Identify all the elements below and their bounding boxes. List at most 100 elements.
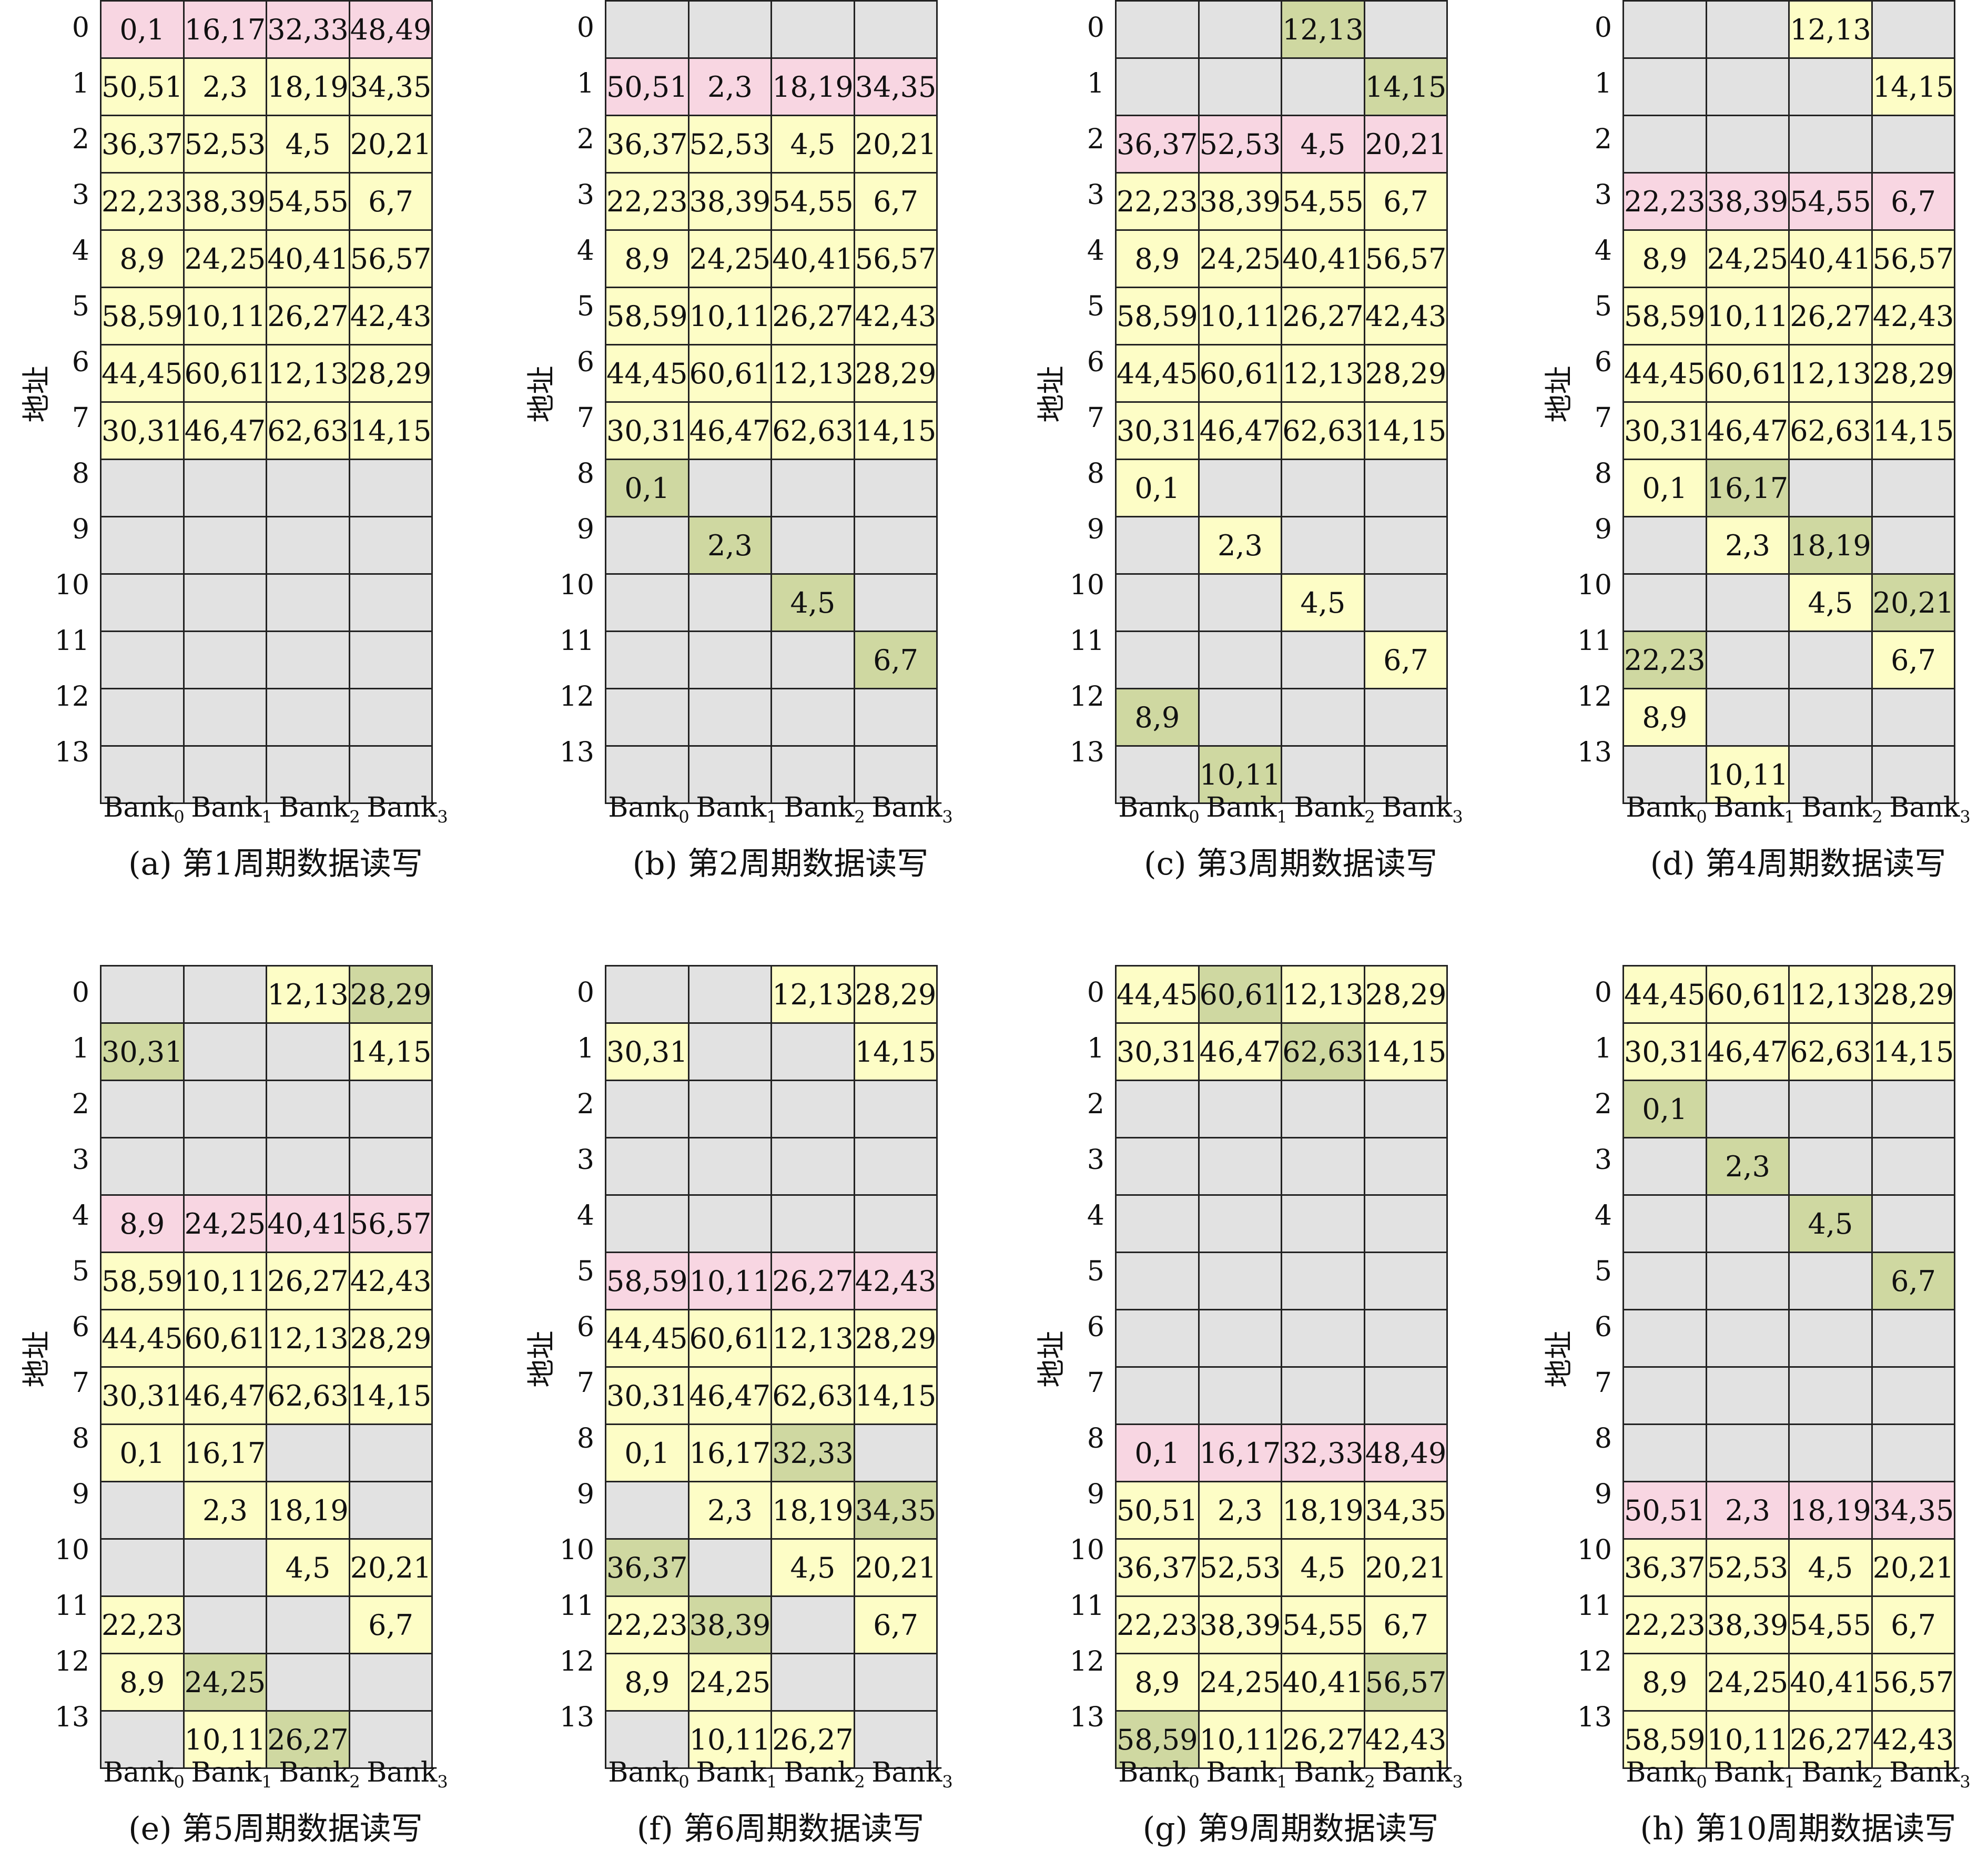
table-row: 50,51 2,3 18,19 34,35 (1115, 1481, 1448, 1540)
memory-cell: 24,25 (1198, 1653, 1283, 1712)
memory-cell: 44,45 (605, 344, 689, 403)
memory-cell (1622, 1137, 1707, 1196)
memory-cell: 54,55 (266, 172, 350, 231)
address-label: 11 (1069, 625, 1104, 657)
memory-cell (853, 745, 938, 804)
address-label: 1 (72, 1033, 89, 1064)
memory-cell (687, 965, 773, 1024)
memory-cell (1788, 630, 1873, 689)
memory-cell: 2,3 (1198, 516, 1283, 575)
memory-cell: 4,5 (266, 1538, 350, 1597)
memory-cell (182, 459, 268, 517)
memory-cell: 12,13 (1281, 965, 1365, 1024)
panel-caption: (h) 第10周期数据读写 (1640, 1811, 1956, 1847)
table-row: 22,23 38,39 54,55 6,7 (100, 172, 433, 231)
memory-cell: 12,13 (770, 344, 855, 403)
memory-cell (1115, 1137, 1200, 1196)
memory-cell: 56,57 (1871, 1653, 1956, 1712)
memory-cell (1115, 1366, 1200, 1425)
address-label: 5 (1087, 1256, 1104, 1287)
memory-cell (1281, 688, 1365, 747)
table-row: 58,59 10,11 26,27 42,43 (100, 1252, 433, 1310)
address-label: 11 (54, 1590, 89, 1622)
memory-cell: 4,5 (1281, 1538, 1365, 1597)
table-row: 8,9 24,25 40,41 56,57 (100, 1194, 433, 1253)
table-row: 0,1 16,17 (1622, 459, 1956, 517)
table-row: 2,3 (1622, 1137, 1956, 1196)
memory-cell: 28,29 (1363, 965, 1448, 1024)
memory-cell (100, 573, 185, 632)
memory-cell: 8,9 (1115, 229, 1200, 288)
memory-cell: 44,45 (605, 1309, 689, 1368)
memory-cell: 8,9 (1622, 229, 1707, 288)
table-row: 0,1 (605, 459, 938, 517)
memory-cell (348, 573, 433, 632)
memory-cell (182, 965, 268, 1024)
table-row: 44,45 60,61 12,13 28,29 (605, 344, 938, 403)
address-label: 11 (1069, 1590, 1104, 1622)
table-row: 0,1 16,17 32,33 (605, 1423, 938, 1482)
address-label: 4 (1594, 235, 1612, 267)
memory-cell: 36,37 (1115, 1538, 1200, 1597)
memory-cell: 8,9 (100, 1194, 185, 1253)
memory-cell (853, 1080, 938, 1138)
memory-cell: 30,31 (1115, 401, 1200, 460)
memory-cell (1705, 0, 1790, 59)
address-label: 2 (576, 124, 594, 155)
memory-cell: 34,35 (853, 57, 938, 116)
address-label: 13 (1577, 1702, 1612, 1733)
memory-cell (853, 1653, 938, 1712)
address-label: 1 (576, 68, 594, 99)
table-row (100, 459, 433, 517)
memory-cell: 10,11 (687, 1710, 773, 1769)
address-label: 3 (1087, 1144, 1104, 1176)
address-label: 8 (1594, 458, 1612, 490)
address-label: 0 (1087, 977, 1104, 1009)
memory-cell (687, 1080, 773, 1138)
memory-cell (687, 573, 773, 632)
memory-cell: 52,53 (182, 115, 268, 174)
memory-cell (605, 630, 689, 689)
memory-cell: 26,27 (266, 1710, 350, 1769)
memory-cell (853, 0, 938, 59)
table-row: 44,45 60,61 12,13 28,29 (1622, 965, 1956, 1024)
address-label: 4 (72, 235, 89, 267)
y-axis-label: 地址 (19, 365, 53, 423)
memory-cell (770, 630, 855, 689)
memory-cell: 2,3 (1705, 1481, 1790, 1540)
bank-label: Bank3 (1382, 792, 1463, 827)
memory-cell: 8,9 (1115, 1653, 1200, 1712)
memory-cell (1705, 573, 1790, 632)
memory-cell: 26,27 (1788, 1710, 1873, 1769)
memory-cell: 60,61 (182, 344, 268, 403)
memory-cell: 18,19 (266, 57, 350, 116)
memory-cell: 24,25 (1705, 229, 1790, 288)
memory-cell: 8,9 (1622, 1653, 1707, 1712)
memory-cell (1871, 745, 1956, 804)
table-row: 10,11 26,27 (605, 1710, 938, 1769)
memory-cell: 10,11 (1198, 1710, 1283, 1769)
memory-cell: 46,47 (182, 1366, 268, 1425)
memory-cell: 42,43 (348, 1252, 433, 1310)
memory-cell (1622, 0, 1707, 59)
memory-cell (605, 745, 689, 804)
memory-cell: 54,55 (1281, 172, 1365, 231)
address-label: 4 (576, 235, 594, 267)
memory-cell (182, 688, 268, 747)
memory-cell: 6,7 (1363, 630, 1448, 689)
table-row: 36,37 52,53 4,5 20,21 (605, 115, 938, 174)
panel-caption: (a) 第1周期数据读写 (128, 846, 423, 882)
memory-cell: 42,43 (853, 1252, 938, 1310)
memory-cell (770, 1653, 855, 1712)
memory-cell: 52,53 (1198, 1538, 1283, 1597)
memory-cell (605, 1194, 689, 1253)
memory-cell: 8,9 (100, 1653, 185, 1712)
memory-cell (1363, 1366, 1448, 1425)
memory-cell: 14,15 (348, 1022, 433, 1081)
memory-cell (1363, 745, 1448, 804)
memory-cell: 14,15 (1363, 401, 1448, 460)
address-label: 3 (576, 1144, 594, 1176)
memory-cell: 2,3 (182, 57, 268, 116)
table-row: 44,45 60,61 12,13 28,29 (605, 1309, 938, 1368)
memory-cell (1115, 1080, 1200, 1138)
